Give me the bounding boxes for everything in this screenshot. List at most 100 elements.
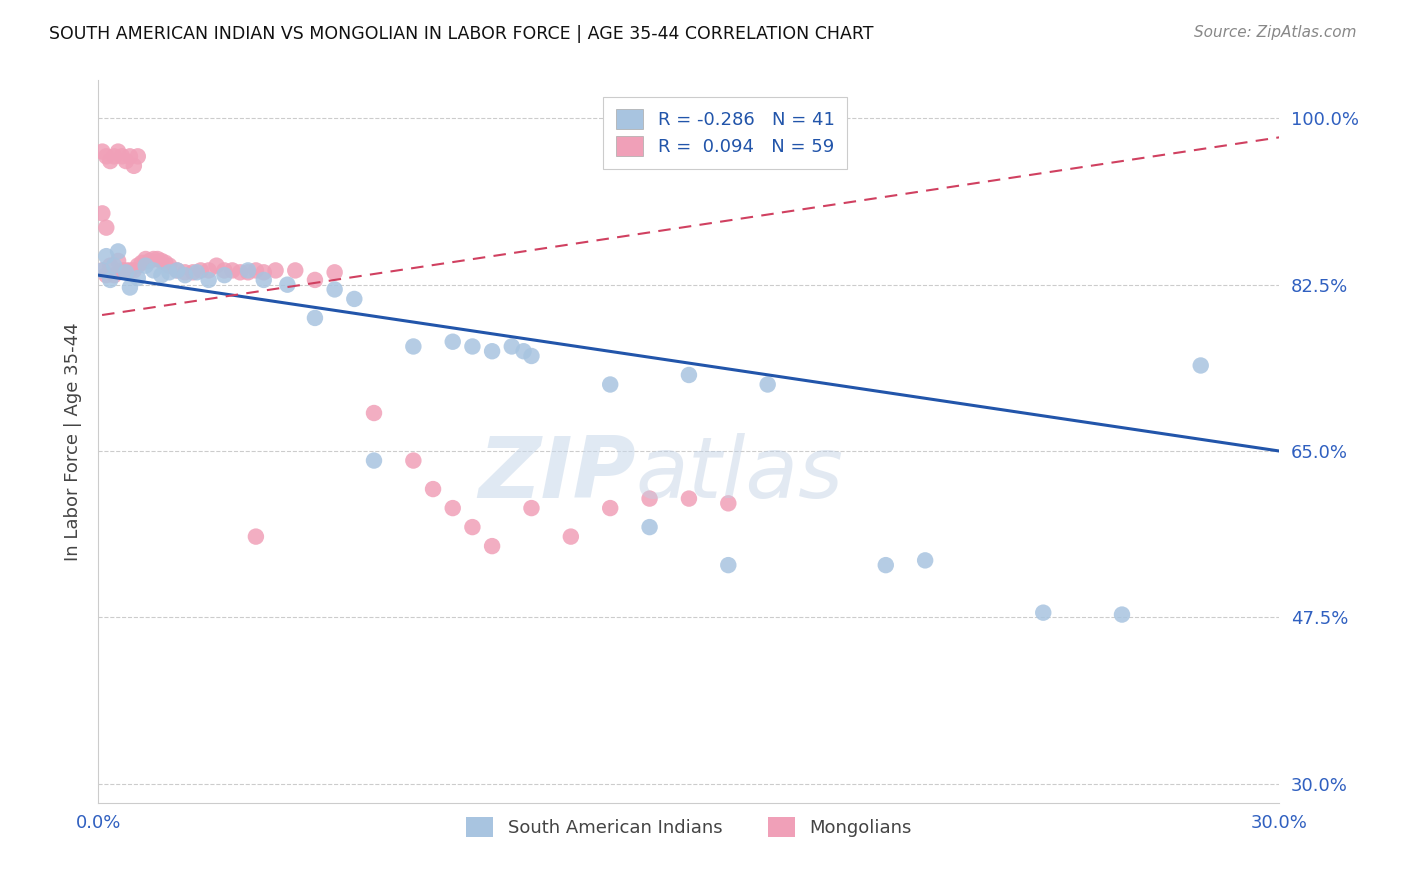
Point (96, 220, 118, 235)
Point (560, 530, 582, 544)
Point (599, 501, 621, 516)
Point (150, 268, 173, 282)
Point (115, 154, 138, 169)
Point (304, 310, 326, 325)
Point (127, 259, 149, 273)
Point (157, 259, 180, 273)
Point (107, 244, 129, 259)
Point (756, 377, 779, 392)
Point (197, 263, 219, 277)
Point (343, 292, 366, 306)
Point (1032, 606, 1054, 620)
Point (221, 263, 243, 277)
Point (422, 482, 444, 496)
Point (96, 149, 118, 163)
Point (138, 254, 160, 268)
Point (174, 265, 197, 279)
Point (229, 265, 252, 279)
Point (461, 339, 484, 353)
Point (914, 553, 936, 567)
Point (323, 282, 346, 296)
Point (205, 259, 228, 273)
Point (157, 265, 180, 279)
Point (214, 268, 236, 282)
Point (107, 145, 129, 159)
Point (638, 520, 661, 534)
Point (1111, 607, 1133, 622)
Point (166, 263, 188, 277)
Point (481, 539, 503, 553)
Point (190, 263, 212, 277)
Point (135, 259, 157, 273)
Point (402, 339, 425, 353)
Point (122, 263, 145, 277)
Point (441, 501, 464, 516)
Point (181, 265, 204, 279)
Point (638, 491, 661, 506)
Point (236, 265, 259, 279)
Point (107, 254, 129, 268)
Text: ZIP: ZIP (478, 433, 636, 516)
Point (166, 263, 188, 277)
Point (304, 273, 326, 287)
Point (363, 406, 385, 420)
Point (142, 263, 165, 277)
Point (461, 520, 484, 534)
Point (253, 273, 276, 287)
Point (174, 268, 197, 282)
Point (150, 254, 173, 268)
Point (115, 265, 138, 279)
Point (197, 273, 219, 287)
Point (245, 263, 267, 277)
Point (264, 263, 287, 277)
Point (276, 277, 298, 292)
Point (520, 501, 543, 516)
Point (111, 149, 134, 163)
Point (131, 256, 153, 270)
Point (98, 259, 121, 273)
Point (111, 263, 134, 277)
Point (142, 252, 165, 266)
Point (501, 339, 523, 353)
Point (678, 368, 700, 382)
Point (103, 268, 125, 282)
Point (146, 252, 169, 266)
Point (363, 453, 385, 467)
Point (91, 263, 114, 277)
Point (717, 496, 740, 510)
Point (98, 154, 121, 169)
Point (91, 206, 114, 220)
Point (599, 377, 621, 392)
Point (91, 263, 114, 277)
Point (91, 145, 114, 159)
Point (402, 453, 425, 467)
Point (717, 558, 740, 573)
Text: Source: ZipAtlas.com: Source: ZipAtlas.com (1194, 25, 1357, 40)
Point (1189, 359, 1212, 373)
Legend: South American Indians, Mongolians: South American Indians, Mongolians (460, 810, 918, 845)
Point (115, 263, 138, 277)
Point (98, 273, 121, 287)
Point (245, 530, 267, 544)
Y-axis label: In Labor Force | Age 35-44: In Labor Force | Age 35-44 (63, 322, 82, 561)
Point (103, 149, 125, 163)
Point (118, 149, 141, 163)
Point (155, 256, 177, 270)
Point (135, 252, 157, 266)
Point (96, 249, 118, 263)
Point (323, 265, 346, 279)
Point (122, 159, 145, 173)
Text: atlas: atlas (636, 433, 844, 516)
Text: SOUTH AMERICAN INDIAN VS MONGOLIAN IN LABOR FORCE | AGE 35-44 CORRELATION CHART: SOUTH AMERICAN INDIAN VS MONGOLIAN IN LA… (49, 25, 873, 43)
Point (520, 349, 543, 363)
Point (284, 263, 307, 277)
Point (678, 491, 700, 506)
Point (96, 268, 118, 282)
Point (875, 558, 897, 573)
Point (118, 280, 141, 294)
Point (512, 344, 534, 359)
Point (253, 265, 276, 279)
Point (127, 271, 149, 285)
Point (103, 259, 125, 273)
Point (127, 149, 149, 163)
